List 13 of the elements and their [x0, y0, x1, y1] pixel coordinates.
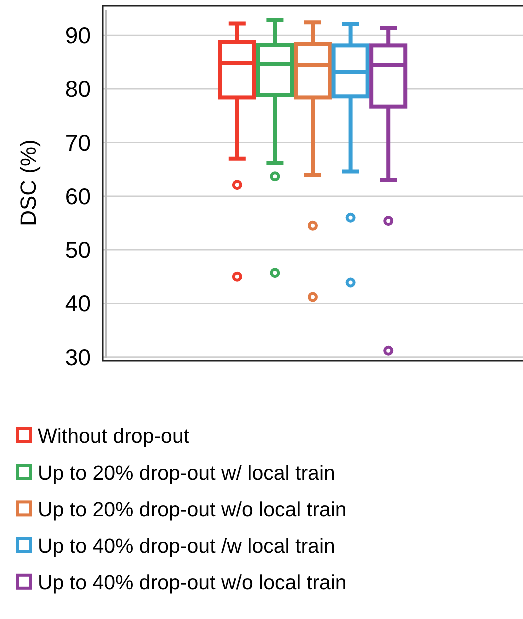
- y-tick-label: 70: [65, 130, 91, 156]
- legend-label: Up to 20% drop-out w/ local train: [38, 462, 336, 485]
- legend-label: Without drop-out: [38, 425, 190, 448]
- y-tick-label: 40: [65, 290, 91, 317]
- y-tick-label: 50: [65, 237, 91, 264]
- y-tick-label: 90: [65, 22, 91, 49]
- y-tick-label: 60: [65, 183, 91, 210]
- y-tick-label: 30: [65, 344, 91, 370]
- legend-label: Up to 40% drop-out /w local train: [38, 534, 336, 558]
- legend-label: Up to 40% drop-out w/o local train: [38, 572, 347, 595]
- y-tick-label: 80: [65, 76, 91, 102]
- legend-label: Up to 20% drop-out w/o local train: [38, 498, 347, 522]
- y-axis-title: DSC (%): [16, 140, 41, 226]
